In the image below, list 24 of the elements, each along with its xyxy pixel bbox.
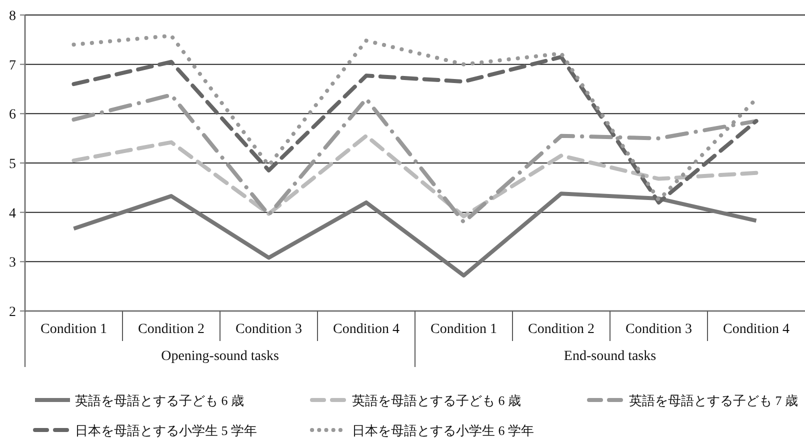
x-tick-label: Condition 3 xyxy=(235,322,302,337)
y-tick-label: 2 xyxy=(9,305,16,320)
x-tick-label: Condition 2 xyxy=(138,322,205,337)
line-series xyxy=(72,192,758,278)
x-tick-label: Condition 1 xyxy=(40,322,108,337)
x-tick-label: Condition 3 xyxy=(625,322,692,337)
text: Opening-sound tasks xyxy=(161,349,279,364)
y-tick-label: 6 xyxy=(9,108,16,123)
line-series xyxy=(72,134,758,218)
x-tick-label: Condition 2 xyxy=(528,322,595,337)
legend-label: 日本を母語とする小学生 6 学年 xyxy=(352,423,534,438)
y-tick-label: 7 xyxy=(9,58,16,74)
y-tick-label: 8 xyxy=(9,9,16,24)
legend-label: 日本を母語とする小学生 5 学年 xyxy=(75,423,257,438)
legend-label: 英語を母語とする子ども 7 歳 xyxy=(629,393,798,408)
y-tick-label: 4 xyxy=(9,206,16,222)
legend-label: 英語を母語とする子ども 6 歳 xyxy=(352,393,521,408)
x-tick-label: Condition 4 xyxy=(332,322,400,337)
x-tick-label: Condition 1 xyxy=(430,322,498,337)
text: End-sound tasks xyxy=(564,349,656,364)
y-tick-label: 5 xyxy=(9,157,16,172)
y-tick-label: 3 xyxy=(9,256,16,271)
legend-label: 英語を母語とする子ども 6 歳 xyxy=(75,393,244,408)
x-tick-label: Condition 4 xyxy=(722,322,790,337)
